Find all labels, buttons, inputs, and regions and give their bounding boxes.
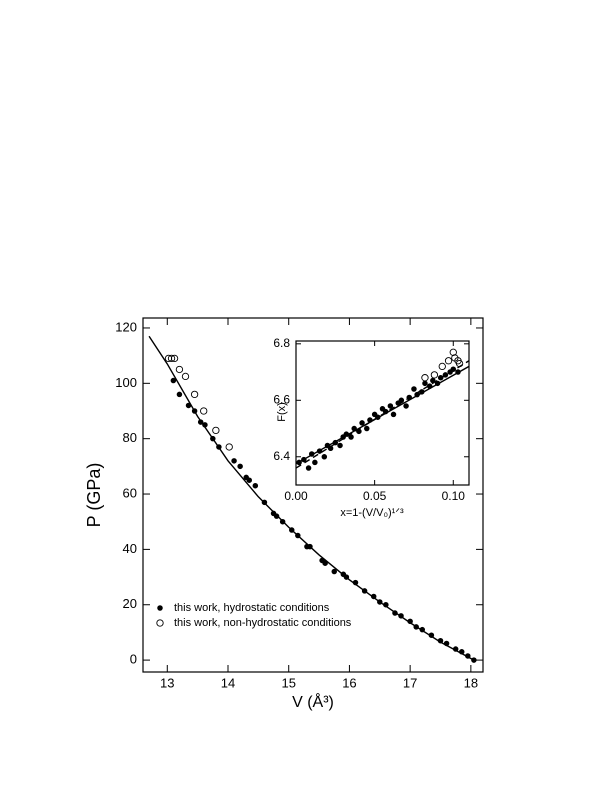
filled-point [343,574,350,580]
open-point [430,371,439,379]
y-axis-label: F(x) [276,402,288,422]
open-point [200,407,208,415]
legend-marker [156,619,164,627]
open-point [190,390,199,399]
filled-point [428,632,435,638]
open-point [212,426,220,435]
filled-point [170,377,177,384]
open-point [181,372,190,381]
filled-point [210,435,216,442]
filled-point [295,532,301,539]
plot-frame [295,340,470,486]
y-tick-label: 20 [123,596,137,611]
y-tick-label: 0 [130,652,137,667]
plot-area [296,348,469,471]
filled-point [176,391,183,398]
open-point [225,443,233,451]
filled-point [443,640,450,647]
filled-point [337,442,343,449]
filled-point [261,499,268,506]
x-tick-label: 0.05 [363,489,387,503]
filled-point [216,444,222,450]
y-tick-label: 40 [123,541,137,556]
x-tick-label: 17 [403,675,417,690]
dashed-fit-line [296,360,469,469]
filled-point [383,601,389,608]
open-point [438,362,446,371]
legend-label: this work, non-hydrostatic conditions [174,617,352,629]
x-tick-label: 15 [281,675,295,690]
filled-point [185,402,192,409]
open-point [421,374,429,382]
filled-point [273,513,280,519]
filled-point [321,454,328,460]
filled-point [312,459,318,466]
filled-point [398,613,404,619]
filled-point [246,477,252,483]
y-tick-label: 60 [123,485,137,500]
y-tick-label: 6.8 [273,336,290,350]
x-tick-label: 0.10 [442,489,466,503]
filled-point [452,646,459,652]
x-tick-label: 18 [464,675,478,690]
open-point [170,354,179,363]
filled-point [231,458,237,464]
filled-point [450,366,457,372]
plot-frame [142,317,484,673]
filled-point [252,482,259,489]
y-tick-label: 6.6 [273,392,290,406]
filled-point [422,380,428,387]
filled-point [202,422,208,428]
y-axis-label: P (GPa) [84,463,104,528]
filled-point [352,579,359,586]
filled-point [359,420,365,426]
filled-point [403,403,409,409]
filled-point [392,610,398,616]
plot-area [148,335,477,663]
x-axis-label: V (Å³) [292,692,334,711]
filled-point [377,599,383,605]
filled-point [465,653,471,659]
filled-point [459,649,465,655]
x-tick-label: 14 [221,675,235,690]
filled-point [331,568,338,575]
filled-point [361,588,368,594]
x-axis-label: x=1-(V/V₀)¹ᐟ³ [340,507,404,519]
x-tick-label: 16 [342,675,356,690]
x-tick-label: 13 [160,675,174,690]
x-tick-label: 0.00 [284,489,308,503]
filled-point [322,560,328,566]
legend-marker [157,605,163,611]
filled-point [419,626,426,633]
y-tick-label: 100 [115,375,137,390]
inset-background [296,341,469,485]
y-tick-label: 120 [115,319,137,334]
filled-point [364,425,370,432]
filled-point [289,527,295,533]
filled-point [370,593,377,600]
filled-point [191,408,198,414]
filled-point [197,419,204,425]
filled-point [437,637,444,644]
filled-point [413,624,419,630]
filled-point [237,463,243,470]
filled-point [305,465,312,471]
y-tick-label: 6.4 [273,449,290,463]
y-tick-label: 80 [123,430,137,445]
filled-point [390,411,397,418]
legend-label: this work, hydrostatic conditions [174,602,330,614]
filled-point [307,543,313,550]
filled-point [387,403,394,409]
open-point [175,365,184,374]
filled-point [407,618,413,625]
open-point [444,357,453,365]
open-point [167,354,176,363]
filled-point [279,518,286,525]
filled-point [471,657,477,663]
filled-point [411,386,417,392]
